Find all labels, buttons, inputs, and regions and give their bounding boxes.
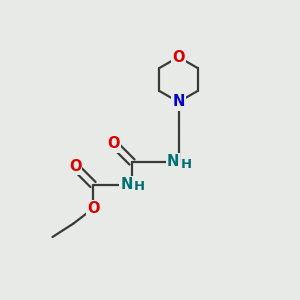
Text: H: H xyxy=(134,180,145,194)
Text: N: N xyxy=(167,154,179,169)
Text: N: N xyxy=(120,177,133,192)
Text: O: O xyxy=(108,136,120,152)
Text: O: O xyxy=(87,201,99,216)
Text: O: O xyxy=(172,50,185,64)
Text: H: H xyxy=(180,158,192,171)
Text: N: N xyxy=(172,94,185,110)
Text: O: O xyxy=(69,159,81,174)
